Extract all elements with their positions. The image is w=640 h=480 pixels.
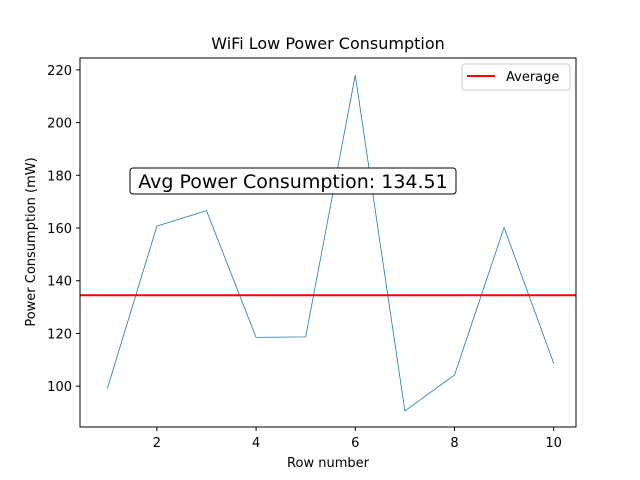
- y-axis-label: Power Consumption (mW): [24, 157, 39, 326]
- data-point: [106, 388, 108, 390]
- legend: Average: [461, 63, 571, 91]
- x-tick-label: 2: [153, 436, 161, 451]
- plot-frame: [79, 57, 577, 428]
- data-point: [503, 226, 505, 228]
- chart-title: WiFi Low Power Consumption: [211, 34, 445, 53]
- data-point: [354, 74, 356, 76]
- series-line: [106, 74, 555, 412]
- x-tick-label: 8: [450, 436, 458, 451]
- y-tick-label: 220: [47, 64, 72, 79]
- x-tick-label: 10: [545, 436, 562, 451]
- x-axis-label: Row number: [287, 456, 370, 471]
- axis-ticks: 2 4 6 8 10 100 120 140 160 180 200 220: [47, 64, 562, 451]
- legend-label-average: Average: [506, 70, 559, 85]
- annotation-box: Avg Power Consumption: 134.51: [129, 167, 457, 195]
- plot-data: [80, 74, 576, 412]
- y-tick-label: 180: [47, 169, 72, 184]
- data-point: [404, 410, 406, 412]
- data-point: [255, 336, 257, 338]
- y-tick-label: 200: [47, 117, 72, 132]
- x-tick-label: 4: [252, 436, 260, 451]
- legend-frame: [461, 63, 571, 91]
- y-tick-label: 140: [47, 275, 72, 290]
- y-tick-label: 100: [47, 380, 72, 395]
- data-point: [304, 336, 306, 338]
- annotation-frame: [129, 167, 457, 195]
- data-point: [205, 209, 207, 211]
- data-point: [552, 362, 554, 364]
- y-tick-label: 160: [47, 222, 72, 237]
- data-point: [453, 374, 455, 376]
- data-point: [156, 225, 158, 227]
- x-tick-label: 6: [351, 436, 359, 451]
- annotation-text: Avg Power Consumption: 134.51: [138, 171, 447, 193]
- y-tick-label: 120: [47, 327, 72, 342]
